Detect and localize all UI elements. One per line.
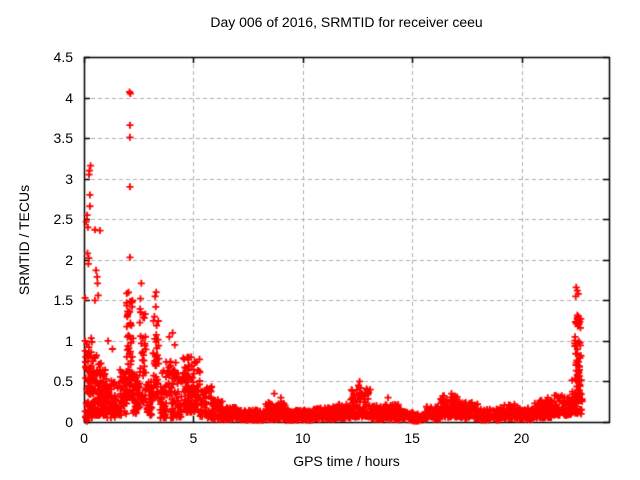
x-tick-label: 10 — [294, 430, 311, 446]
x-tick-label: 5 — [189, 430, 198, 446]
x-tick-label: 15 — [404, 430, 420, 446]
y-tick-label: 0.5 — [53, 373, 73, 390]
y-tick-label: 0 — [65, 414, 73, 430]
y-tick-label: 3 — [65, 170, 73, 187]
y-tick-label: 2.5 — [53, 211, 73, 228]
y-tick-label: 3.5 — [53, 130, 73, 147]
y-tick-label: 1.5 — [53, 292, 73, 309]
x-tick-label: 0 — [80, 430, 88, 446]
y-tick-label: 2 — [65, 251, 73, 268]
y-tick-label: 4.5 — [53, 49, 73, 65]
y-tick-label: 4 — [65, 89, 73, 106]
x-tick-label: 20 — [513, 430, 530, 446]
y-tick-label: 1 — [65, 332, 73, 349]
x-axis-label: GPS time / hours — [293, 453, 400, 469]
chart-title: Day 006 of 2016, SRMTID for receiver cee… — [210, 14, 483, 30]
y-axis-label: SRMTID / TECUs — [16, 184, 32, 296]
